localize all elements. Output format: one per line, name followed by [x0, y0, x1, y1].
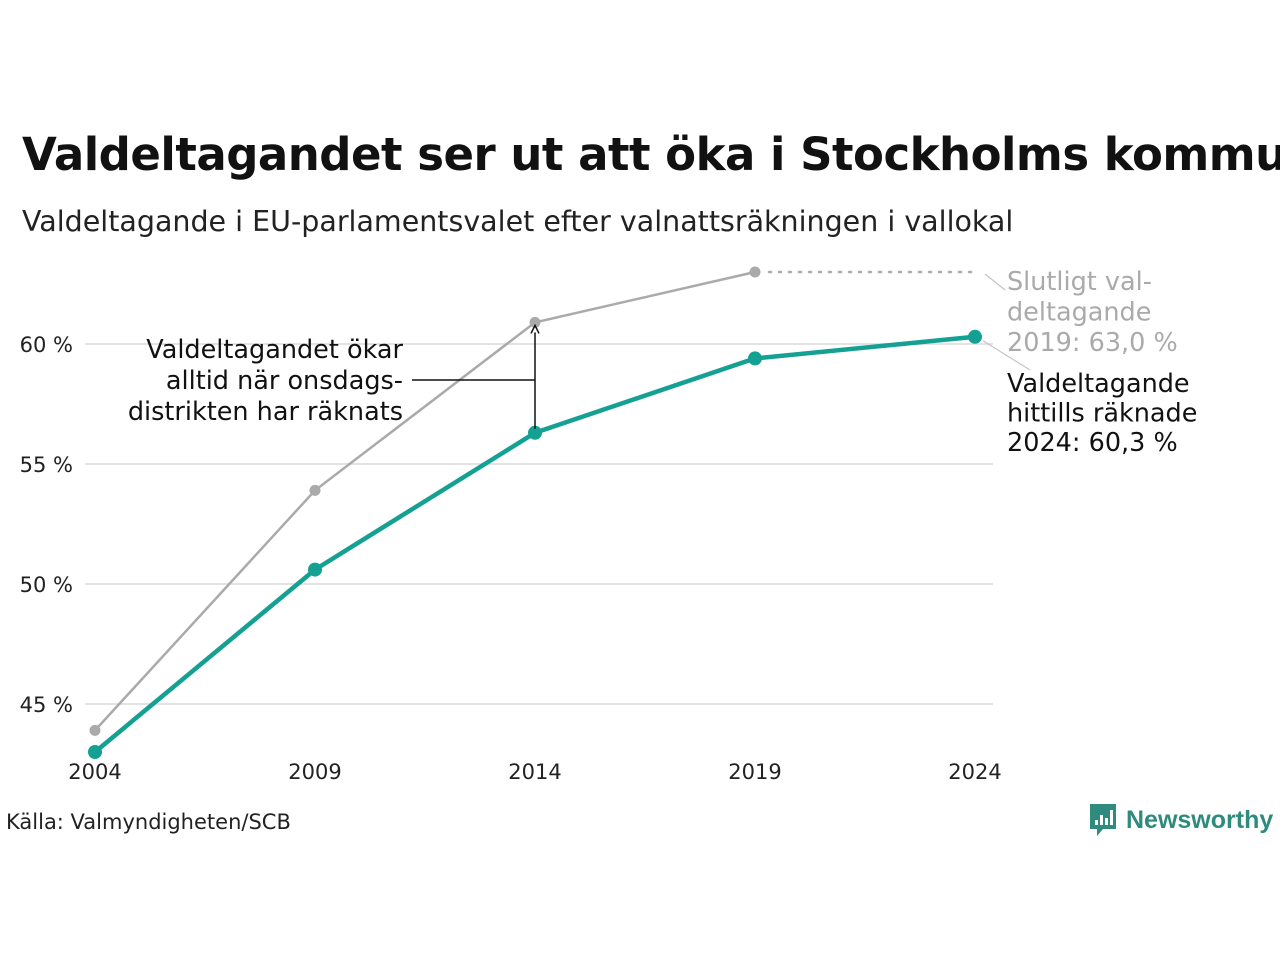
x-tick-label: 2019	[728, 760, 781, 784]
brand-logo: Newsworthy	[1088, 802, 1273, 838]
annotation-final-line: 2019: 63,0 %	[1007, 328, 1178, 358]
current-label-connector	[982, 340, 1031, 371]
y-tick-label: 60 %	[20, 333, 73, 357]
x-tick-label: 2004	[68, 760, 121, 784]
gap-arrow-head	[530, 323, 540, 334]
data-point-final	[309, 484, 321, 496]
series-line-final	[94, 270, 756, 732]
annotation-current-line: 2024: 60,3 %	[1007, 428, 1178, 458]
brand-name: Newsworthy	[1126, 805, 1274, 834]
x-tick-label: 2024	[948, 760, 1001, 784]
source-note: Källa: Valmyndigheten/SCB	[6, 810, 291, 834]
data-point-current	[968, 329, 982, 344]
annotation-current-line: hittills räknade	[1007, 399, 1197, 429]
data-point-current	[528, 425, 542, 440]
data-point-final	[529, 316, 541, 328]
y-tick-label: 50 %	[20, 573, 73, 597]
data-point-current	[748, 351, 762, 366]
data-point-current	[88, 745, 102, 759]
annotation-gap-line: alltid när onsdags-	[166, 366, 403, 396]
annotation-current-line: Valdeltagande	[1007, 369, 1190, 399]
newsworthy-icon	[1090, 804, 1116, 836]
y-tick-label: 55 %	[20, 453, 73, 477]
annotation-gap-line: Valdeltagandet ökar	[146, 335, 403, 365]
data-point-current	[308, 562, 322, 577]
chart-title: Valdeltagandet ser ut att öka i Stockhol…	[22, 128, 1280, 181]
y-tick-label: 45 %	[20, 693, 73, 717]
annotation-gap-line: distrikten har räknats	[128, 397, 403, 427]
x-tick-label: 2014	[508, 760, 561, 784]
x-tick-label: 2009	[288, 760, 341, 784]
final-label-connector	[984, 273, 1006, 291]
annotation-final-line: deltagande	[1007, 298, 1151, 328]
chart-subtitle: Valdeltagande i EU-parlamentsvalet efter…	[22, 205, 1014, 238]
data-point-final	[749, 266, 761, 278]
data-point-final	[89, 724, 101, 736]
annotation-final-line: Slutligt val-	[1007, 267, 1152, 297]
